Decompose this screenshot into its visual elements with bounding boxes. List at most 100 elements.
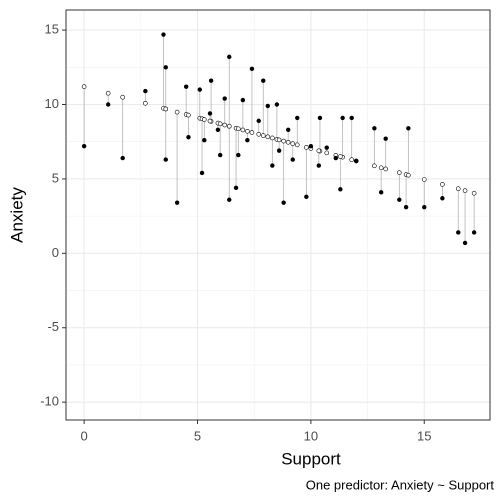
observed-point (105, 102, 111, 107)
observed-point (383, 136, 388, 141)
observed-point (440, 196, 445, 201)
observed-point (227, 54, 232, 60)
observed-point (174, 200, 180, 205)
fitted-point (270, 135, 275, 141)
observed-point (249, 66, 255, 71)
observed-point (81, 143, 87, 149)
y-tick-label: -10 (40, 394, 59, 409)
fitted-point (471, 190, 477, 196)
observed-point (197, 87, 202, 92)
observed-point (143, 88, 148, 94)
observed-point (471, 230, 477, 235)
fitted-point (378, 165, 384, 171)
caption: One predictor: Anxiety ~ Support (306, 477, 495, 492)
fitted-point (186, 112, 191, 118)
observed-point (233, 185, 239, 191)
fitted-point (256, 131, 262, 137)
fitted-point (245, 128, 250, 134)
observed-point (186, 135, 191, 140)
observed-point (286, 127, 291, 133)
x-tick-label: 0 (81, 428, 88, 443)
fitted-point (265, 134, 271, 140)
fitted-point (372, 163, 377, 169)
observed-point (236, 152, 241, 158)
observed-point (207, 111, 213, 116)
fitted-point (120, 94, 125, 100)
fitted-point (455, 186, 461, 192)
fitted-point (285, 140, 291, 145)
fitted-point (163, 106, 169, 112)
x-tick-label: 10 (304, 428, 318, 443)
x-axis-title: Support (281, 449, 341, 468)
observed-point (163, 65, 168, 70)
fitted-point (406, 172, 411, 178)
fitted-point (226, 123, 232, 129)
fitted-point (105, 90, 111, 96)
fitted-point (383, 166, 389, 172)
observed-point (276, 148, 282, 153)
observed-point (406, 126, 411, 131)
observed-point (422, 204, 427, 210)
observed-point (240, 97, 246, 103)
observed-point (120, 155, 125, 161)
observed-point (316, 163, 322, 168)
observed-point (245, 138, 250, 143)
panel-border (65, 9, 491, 421)
observed-point (202, 138, 207, 143)
y-tick-label: 5 (52, 170, 59, 185)
observed-point (349, 115, 354, 121)
observed-point (161, 32, 166, 37)
fitted-point (349, 157, 354, 163)
fitted-point (338, 154, 343, 159)
observed-point (217, 152, 223, 158)
fitted-point (276, 137, 282, 143)
fitted-point (143, 101, 148, 106)
observed-point (290, 157, 295, 162)
observed-point (308, 143, 314, 149)
observed-point (304, 194, 309, 199)
observed-point (270, 163, 275, 168)
observed-point (215, 127, 221, 133)
observed-point (274, 102, 280, 107)
observed-point (227, 197, 232, 202)
fitted-point (290, 141, 296, 146)
observed-point (403, 204, 409, 210)
fitted-point (236, 126, 241, 132)
x-tick-label: 15 (417, 428, 431, 443)
observed-point (199, 170, 205, 176)
fitted-point (281, 138, 286, 144)
observed-point (324, 145, 329, 150)
y-tick-label: 15 (45, 22, 59, 37)
observed-point (265, 103, 270, 109)
fitted-point (207, 118, 213, 124)
fitted-point (316, 148, 322, 154)
fitted-point (174, 109, 180, 115)
y-axis-title: Anxiety (7, 187, 26, 243)
fitted-point (294, 142, 300, 148)
observed-point (295, 115, 300, 121)
observed-point (163, 157, 168, 162)
fitted-point (81, 84, 87, 89)
observed-point (281, 200, 286, 205)
panel (66, 10, 490, 420)
fitted-point (440, 182, 445, 187)
fitted-point (260, 133, 266, 138)
observed-point (256, 118, 261, 124)
fitted-point (249, 130, 255, 135)
fitted-point (217, 121, 223, 127)
observed-point (462, 240, 468, 246)
observed-point (397, 197, 402, 202)
observed-point (261, 78, 266, 83)
fitted-point (202, 117, 207, 122)
observed-point (378, 190, 384, 195)
fitted-point (324, 150, 330, 156)
observed-point (372, 126, 377, 131)
observed-point (222, 96, 227, 101)
observed-point (317, 115, 323, 121)
fitted-point (397, 170, 402, 175)
fitted-point (304, 145, 309, 150)
observed-point (354, 158, 359, 164)
x-tick-label: 5 (194, 428, 201, 443)
y-tick-label: 10 (45, 96, 59, 111)
